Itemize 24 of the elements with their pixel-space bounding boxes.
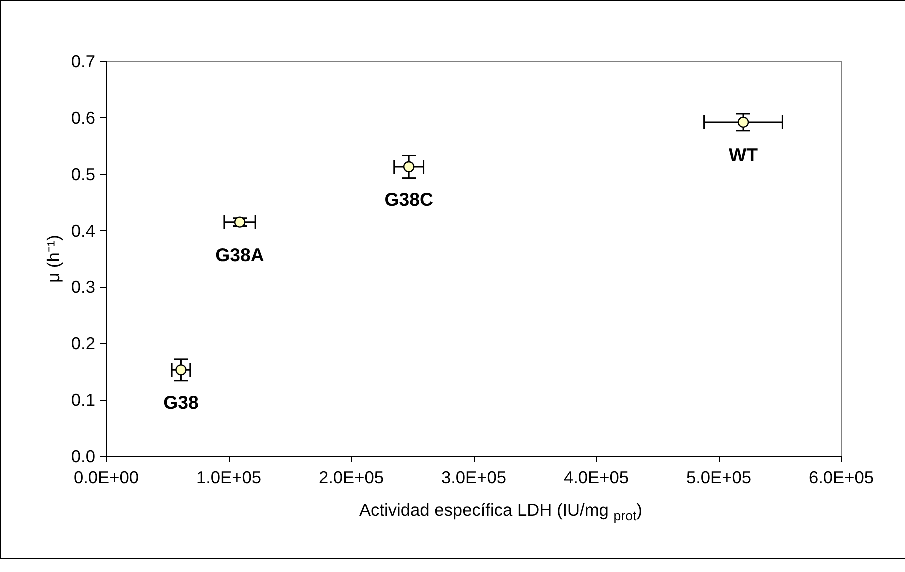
x-tick-label: 6.0E+05	[808, 468, 874, 488]
point	[738, 116, 750, 128]
point	[403, 161, 415, 173]
y-tick-label: 0.2	[71, 334, 96, 354]
annotation: G38	[164, 392, 199, 414]
annotation: G38C	[384, 189, 434, 210]
x-tick-label: 2.0E+05	[318, 468, 384, 488]
y-tick-label: 0.3	[71, 277, 96, 298]
x-tick-label: 3.0E+05	[441, 468, 507, 488]
y-tick-label: 0.0	[71, 446, 96, 466]
y-tick-label: 0.1	[71, 390, 96, 410]
y-tick-label: 0.7	[71, 52, 96, 72]
x-tick-label: 1.0E+05	[196, 468, 262, 488]
annotation: G38A	[216, 244, 264, 266]
x-axis-title: Actividad específica LDH (IU/mg $_{prot}$)	[360, 499, 642, 526]
annotation: WT	[729, 144, 759, 166]
point	[176, 364, 187, 376]
x-tick-label: 0.0E+00	[74, 468, 140, 488]
y-axis-title: μ (h⁻¹)	[43, 235, 64, 283]
y-tick-label: 0.6	[71, 108, 96, 128]
y-tick-label: 0.5	[71, 164, 96, 184]
x-tick-label: 4.0E+05	[564, 468, 630, 488]
x-tick-label: 5.0E+05	[686, 468, 752, 488]
y-tick-label: 0.4	[71, 220, 96, 241]
